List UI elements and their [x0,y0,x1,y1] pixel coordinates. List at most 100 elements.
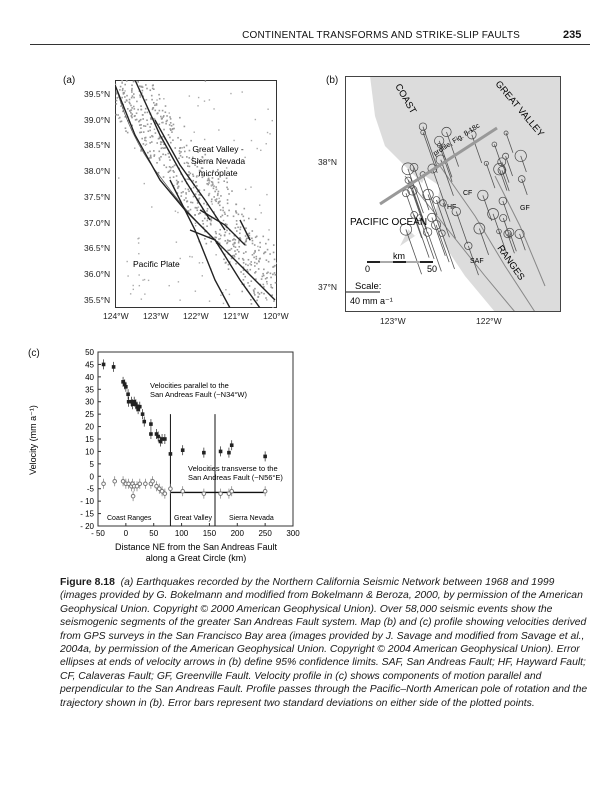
earthquake-dot [167,152,170,155]
earthquake-dot [121,80,123,82]
earthquake-dot [254,251,256,253]
data-point-parallel [163,437,167,441]
earthquake-dot [164,147,166,149]
earthquake-dot [245,240,248,243]
error-ellipse [477,189,489,201]
earthquake-dot [196,207,198,209]
data-point-parallel [137,404,142,409]
earthquake-dot [180,139,182,141]
earthquake-dot [234,227,237,229]
earthquake-dot [217,192,219,195]
velocity-arrow [412,190,428,234]
earthquake-dot [238,245,241,248]
error-ellipse [432,196,441,204]
earthquake-dot [194,193,197,195]
earthquake-dot [235,220,238,222]
earthquake-dot [186,161,188,164]
lat-tick: 36.5°N [84,243,111,254]
earthquake-dot [263,268,265,271]
earthquake-dot [124,96,126,98]
y-tick-label: 0 [90,472,95,481]
earthquake-dot [182,191,184,193]
earthquake-dot [137,81,139,83]
velocity-arrow [405,193,423,239]
earthquake-dot [161,109,164,112]
earthquake-dot [131,124,133,127]
earthquake-dot [265,297,267,299]
fault-label-saf: SAF [470,258,484,265]
earthquake-dot [259,246,261,248]
earthquake-dot [169,116,171,118]
earthquake-dot [256,262,258,265]
earthquake-dot [155,104,158,106]
earthquake-dot [247,233,249,235]
earthquake-dot [190,201,192,204]
earthquake-dot [158,123,161,125]
earthquake-dot [250,261,253,263]
km-label: km [393,251,405,261]
earthquake-dot [243,283,245,286]
data-point-parallel [126,392,130,397]
earthquake-dot [219,237,222,240]
error-ellipse [517,175,526,183]
earthquake-dot [155,103,158,105]
earthquake-dot [203,189,206,191]
earthquake-dot [169,176,171,179]
velocity-arrow [431,217,446,256]
earthquake-dot [202,226,205,228]
earthquake-dot [171,131,173,133]
earthquake-dot [175,175,178,177]
earthquake-dot [266,272,268,275]
earthquake-dot [230,257,233,260]
earthquake-dot [220,294,222,296]
earthquake-dot [224,240,227,242]
error-ellipse [404,176,412,184]
pacific-ocean-label: PACIFIC OCEAN [350,217,427,228]
earthquake-dot [141,89,144,92]
earthquake-dot [198,161,201,163]
earthquake-dot [159,141,162,143]
earthquake-dot [273,265,275,268]
earthquake-dot [231,190,233,192]
earthquake-dot [138,284,141,287]
earthquake-dot [141,86,144,88]
data-point-transverse [262,488,268,494]
earthquake-dot [231,254,234,257]
earthquake-dot [201,208,204,211]
earthquake-dot [169,141,172,144]
data-point-parallel [180,448,185,452]
earthquake-dot [142,131,145,133]
earthquake-dot [219,228,222,231]
x-tick-label: 100 [175,529,189,538]
earthquake-dot [255,278,257,281]
earthquake-dot [118,116,121,119]
earthquake-dot [124,116,127,118]
data-point-parallel [121,380,125,384]
velocity-arrow [492,213,502,238]
earthquake-dot [210,240,212,243]
earthquake-dot [179,146,182,149]
earthquake-dot [198,175,200,177]
earthquake-dot [226,239,229,241]
earthquake-dot [122,107,124,109]
earthquake-dot [198,169,201,172]
earthquake-dot [275,262,277,264]
lat-tick: 38.0°N [84,166,111,177]
earthquake-dot [133,108,136,110]
earthquake-dot [185,197,187,199]
earthquake-dot [253,292,256,294]
velocity-arrow [413,167,430,211]
earthquake-dot [233,254,236,257]
earthquake-dot [269,253,271,255]
earthquake-dot [156,99,158,101]
earthquake-dot [216,169,219,171]
error-ellipse [422,188,434,201]
earthquake-dot [210,200,213,203]
data-point-parallel [130,402,135,406]
earthquake-dot [197,213,200,215]
x-tick-label: 250 [258,529,272,538]
earthquake-dot [118,177,120,179]
earthquake-dot [228,261,231,263]
earthquake-dot [141,92,143,94]
earthquake-dot [206,203,208,206]
